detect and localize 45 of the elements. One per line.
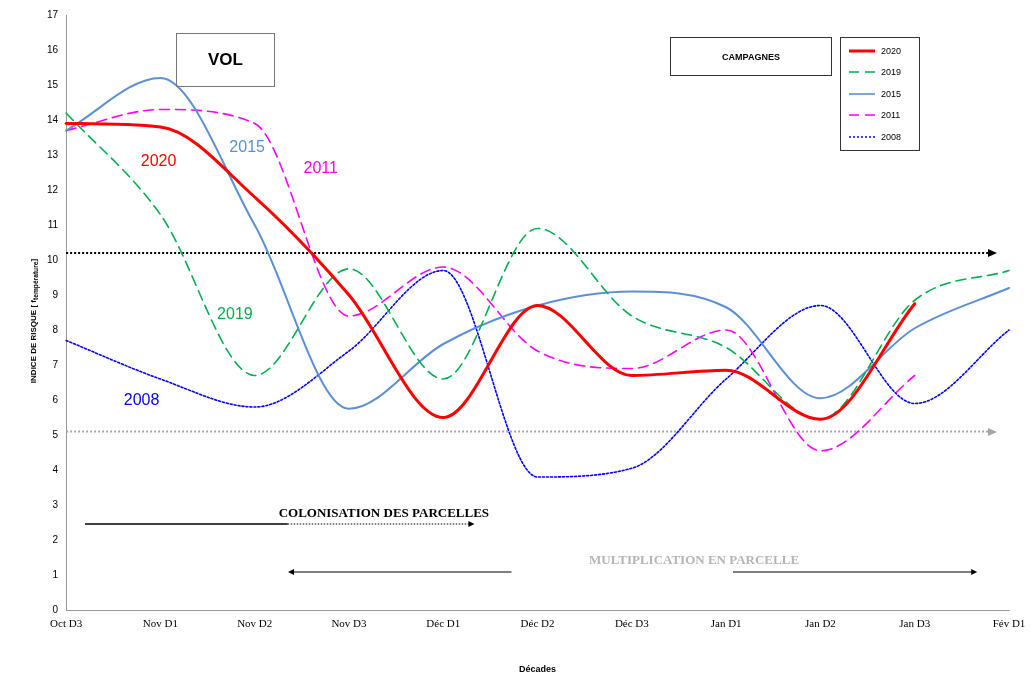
y-tick-label: 9: [52, 288, 59, 300]
x-tick-label: Jan D2: [804, 617, 836, 630]
legend-title-frame: CAMPAGNES: [670, 37, 832, 76]
y-tick-label: 16: [47, 43, 59, 55]
line-series: [65, 269, 1010, 478]
annotation: MULTIPLICATION EN PARCELLE: [589, 551, 800, 567]
annotation: 2015: [229, 138, 266, 156]
annotation: 2019: [217, 304, 253, 322]
legend-label: 2020: [881, 45, 902, 56]
y-tick-label: 4: [52, 463, 59, 475]
legend-label: 2008: [881, 131, 902, 142]
y-tick-label: 5: [52, 428, 59, 440]
y-tick-label: 12: [47, 183, 59, 195]
x-tick-label: Déc D2: [520, 617, 555, 630]
x-tick-label: Déc D1: [426, 617, 461, 630]
y-tick-label: 7: [52, 358, 59, 370]
annotation: 2008: [123, 391, 160, 409]
y-tick-label: 13: [47, 148, 59, 160]
x-tick-label: Jan D1: [710, 617, 742, 630]
y-tick-label: 2: [52, 533, 59, 545]
y-tick-label: 10: [47, 253, 59, 265]
x-tick-label: Oct D3: [50, 617, 83, 630]
y-tick-label: 11: [47, 218, 59, 230]
legend-label: 2011: [881, 110, 901, 121]
x-axis-title: Décades: [519, 664, 557, 675]
x-tick-label: Nov D2: [237, 617, 273, 630]
y-tick-label: 3: [52, 498, 59, 510]
x-tick-label: Fév D1: [992, 617, 1026, 630]
y-tick-label: 6: [52, 393, 59, 405]
x-tick-label: Déc D3: [614, 617, 650, 630]
y-tick-label: 0: [52, 603, 59, 615]
y-tick-label: 15: [47, 78, 59, 90]
annotation: COLONISATION DES PARCELLES: [278, 505, 490, 521]
y-tick-label: 14: [47, 113, 59, 125]
y-tick-label: 8: [52, 323, 59, 335]
legend-label: 2019: [881, 67, 902, 78]
x-tick-label: Nov D1: [142, 617, 178, 630]
title-frame: VOL: [176, 33, 275, 87]
y-tick-label: 17: [47, 8, 59, 20]
y-tick-label: 1: [52, 568, 59, 580]
annotation: 2011: [303, 159, 338, 177]
legend-label: 2015: [881, 88, 902, 99]
x-tick-label: Nov D3: [331, 617, 368, 630]
x-tick-label: Jan D3: [899, 617, 931, 630]
annotation: 2020: [140, 152, 177, 170]
